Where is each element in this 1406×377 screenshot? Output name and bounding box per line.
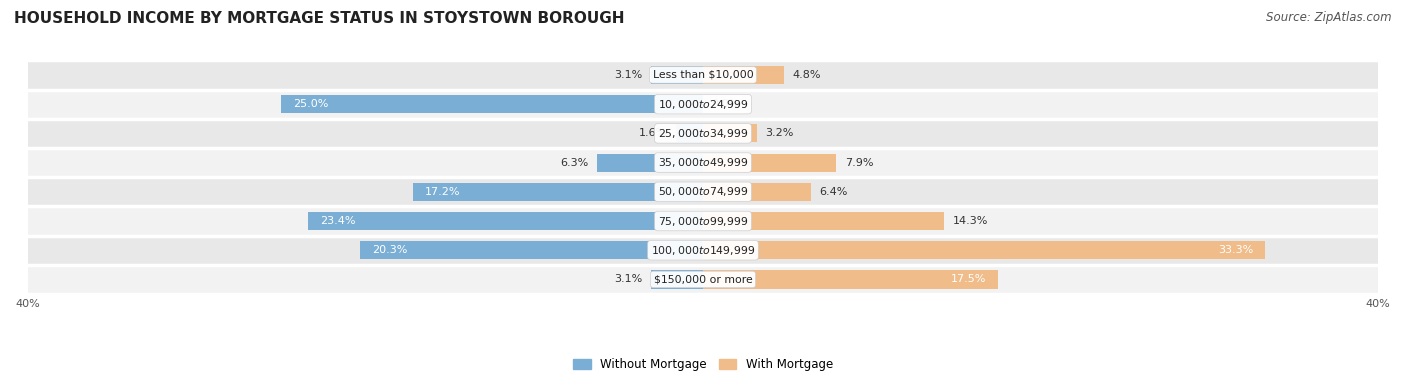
Text: 3.2%: 3.2% [765,128,794,138]
Bar [703,212,945,230]
Bar [703,270,998,288]
Text: 3.1%: 3.1% [614,274,643,285]
Text: 20.3%: 20.3% [373,245,408,255]
Bar [28,177,1378,207]
Bar [28,119,1378,148]
Bar [28,206,1378,236]
Bar [28,148,1378,177]
Bar [703,241,1265,259]
Legend: Without Mortgage, With Mortgage: Without Mortgage, With Mortgage [567,352,839,377]
Bar [676,124,703,143]
Bar [28,60,1378,90]
Text: 14.3%: 14.3% [953,216,988,226]
Text: 0.0%: 0.0% [711,99,740,109]
Bar [281,95,703,113]
Bar [360,241,703,259]
Bar [703,153,837,172]
Text: 17.5%: 17.5% [950,274,987,285]
Text: 1.6%: 1.6% [640,128,668,138]
Text: 4.8%: 4.8% [793,70,821,80]
Bar [28,265,1378,294]
Text: 25.0%: 25.0% [292,99,329,109]
Text: $100,000 to $149,999: $100,000 to $149,999 [651,244,755,257]
Text: Source: ZipAtlas.com: Source: ZipAtlas.com [1267,11,1392,24]
Text: 7.9%: 7.9% [845,158,873,168]
Bar [703,183,811,201]
Text: $150,000 or more: $150,000 or more [654,274,752,285]
Text: 6.3%: 6.3% [560,158,588,168]
Text: Less than $10,000: Less than $10,000 [652,70,754,80]
Bar [651,66,703,84]
Text: 23.4%: 23.4% [321,216,356,226]
Bar [596,153,703,172]
Bar [703,66,785,84]
Bar [308,212,703,230]
Bar [28,89,1378,119]
Text: 17.2%: 17.2% [425,187,460,197]
Text: $50,000 to $74,999: $50,000 to $74,999 [658,185,748,198]
Bar [703,124,756,143]
Text: $75,000 to $99,999: $75,000 to $99,999 [658,215,748,227]
Text: HOUSEHOLD INCOME BY MORTGAGE STATUS IN STOYSTOWN BOROUGH: HOUSEHOLD INCOME BY MORTGAGE STATUS IN S… [14,11,624,26]
Text: 3.1%: 3.1% [614,70,643,80]
Text: $10,000 to $24,999: $10,000 to $24,999 [658,98,748,110]
Bar [651,270,703,288]
Text: 33.3%: 33.3% [1218,245,1253,255]
Text: $35,000 to $49,999: $35,000 to $49,999 [658,156,748,169]
Text: $25,000 to $34,999: $25,000 to $34,999 [658,127,748,140]
Bar [28,236,1378,265]
Text: 6.4%: 6.4% [820,187,848,197]
Bar [413,183,703,201]
